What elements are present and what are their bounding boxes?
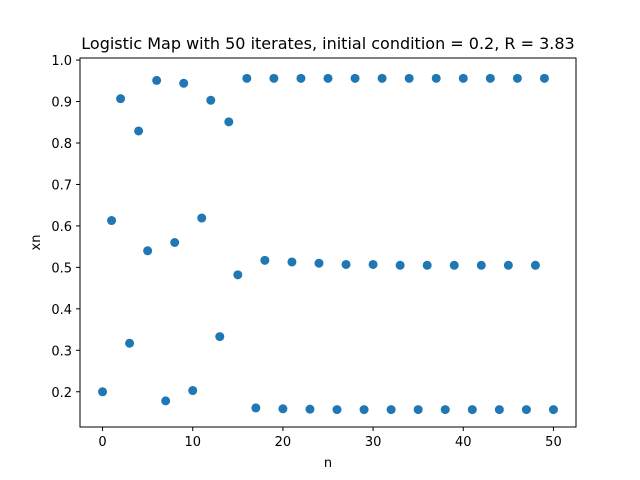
- data-point: [98, 387, 108, 397]
- data-point: [278, 404, 288, 414]
- data-point: [548, 405, 558, 415]
- data-point: [341, 259, 351, 269]
- y-tick-label: 0.2: [51, 386, 72, 401]
- x-tick-label: 10: [184, 435, 201, 450]
- data-point: [467, 405, 477, 415]
- data-point: [413, 405, 423, 415]
- data-point: [242, 73, 252, 83]
- x-tick-label: 0: [98, 435, 106, 450]
- data-point: [395, 260, 405, 270]
- data-point: [476, 260, 486, 270]
- x-tick-label: 50: [545, 435, 562, 450]
- data-point: [107, 216, 117, 226]
- data-point: [116, 94, 126, 104]
- data-point: [170, 238, 180, 247]
- data-point: [161, 396, 171, 406]
- data-point: [386, 405, 396, 415]
- data-point: [188, 386, 198, 396]
- data-point: [197, 213, 207, 223]
- y-tick-label: 1.0: [51, 54, 72, 69]
- data-point: [206, 95, 216, 105]
- y-axis-label: xn: [29, 235, 44, 251]
- data-point: [530, 260, 540, 270]
- data-point: [269, 73, 279, 83]
- data-point: [251, 403, 261, 413]
- chart-title: Logistic Map with 50 iterates, initial c…: [81, 34, 574, 53]
- data-point: [305, 404, 315, 414]
- data-point: [350, 73, 360, 83]
- x-axis-label: n: [324, 456, 332, 471]
- data-point: [539, 73, 549, 83]
- plot-frame: [79, 57, 577, 428]
- y-tick-label: 0.5: [51, 261, 72, 276]
- x-tick-label: 20: [275, 435, 292, 450]
- data-point: [503, 260, 513, 270]
- data-point: [485, 73, 495, 83]
- y-tick-label: 0.9: [51, 96, 72, 111]
- data-point: [422, 260, 432, 270]
- y-tick-label: 0.6: [51, 220, 72, 235]
- data-point: [125, 338, 135, 348]
- data-points: [98, 73, 558, 415]
- data-point: [260, 255, 270, 265]
- axis-ticks: 0 10 20 30 40 50 0.2 0.3 0.4 0.5 0.6 0.7 0.8 0.9 1.0: [51, 54, 561, 450]
- x-tick-label: 30: [365, 435, 382, 450]
- data-point: [224, 117, 234, 127]
- y-tick-label: 0.8: [51, 137, 72, 152]
- data-point: [440, 405, 450, 415]
- data-point: [359, 405, 369, 415]
- data-point: [143, 246, 153, 256]
- data-point: [134, 126, 144, 136]
- data-point: [287, 257, 297, 267]
- data-point: [512, 73, 522, 83]
- data-point: [314, 258, 324, 268]
- data-point: [449, 260, 459, 270]
- y-tick-label: 0.4: [51, 303, 72, 318]
- data-point: [368, 259, 378, 269]
- y-tick-label: 0.3: [51, 344, 72, 359]
- data-point: [332, 405, 342, 415]
- data-point: [458, 73, 468, 83]
- x-tick-label: 40: [455, 435, 472, 450]
- data-point: [494, 405, 504, 415]
- data-point: [377, 73, 387, 83]
- y-tick-label: 0.7: [51, 178, 72, 193]
- data-point: [323, 73, 333, 83]
- data-point: [404, 73, 414, 83]
- data-point: [431, 73, 441, 83]
- data-point: [521, 405, 531, 415]
- data-point: [233, 270, 243, 280]
- data-point: [179, 78, 189, 88]
- data-point: [152, 75, 162, 85]
- data-point: [215, 332, 225, 342]
- data-point: [296, 73, 306, 83]
